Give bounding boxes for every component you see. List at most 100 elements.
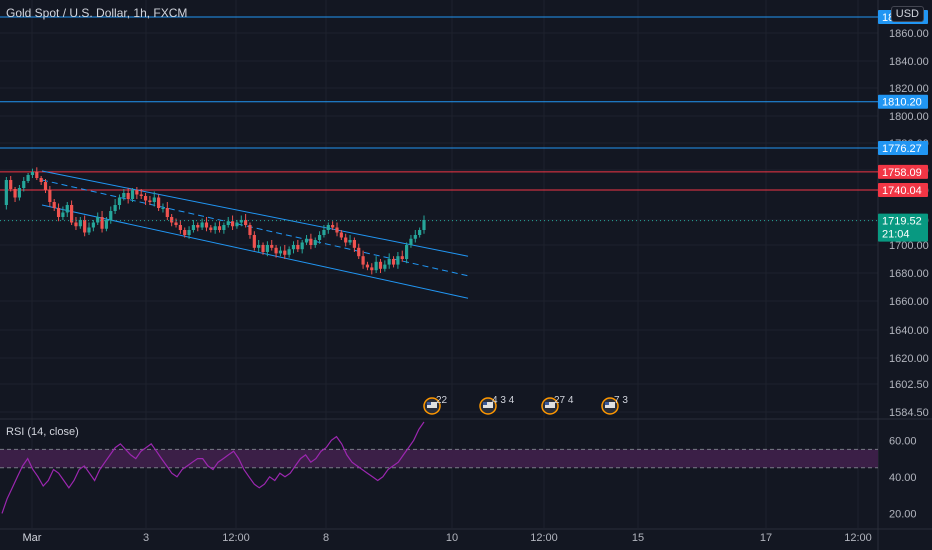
candle-body	[326, 225, 330, 230]
candle-body	[87, 227, 91, 233]
candle-body	[148, 200, 152, 202]
candle-body	[17, 188, 22, 198]
candle-body	[261, 245, 265, 252]
candle-body	[48, 190, 52, 202]
candle-body	[413, 235, 417, 239]
candle-body	[257, 245, 261, 248]
candle-body	[104, 220, 109, 229]
price-level-tag: 1740.04	[878, 182, 928, 197]
candle-body	[9, 180, 13, 189]
time-tick-label: 10	[446, 532, 458, 544]
candle-body	[117, 197, 122, 205]
last-price-label: 1719.52	[882, 216, 922, 228]
candle-body	[339, 232, 343, 238]
price-tick-label: 1840.00	[889, 56, 929, 68]
candle-body	[130, 190, 135, 199]
candle-body	[135, 190, 139, 195]
candle-body	[370, 267, 374, 271]
candle-body	[152, 197, 156, 202]
price-level-tag: 1810.20	[878, 94, 928, 109]
candle-body	[235, 222, 239, 227]
candle-body	[143, 196, 148, 201]
candle-body	[56, 208, 61, 217]
event-flag-canton	[483, 402, 487, 405]
candle-body	[209, 227, 213, 230]
channel-lower	[41, 204, 469, 299]
candle-body	[204, 222, 209, 228]
candle-body	[378, 261, 383, 269]
candle-body	[422, 220, 426, 230]
candle-body	[313, 240, 317, 245]
candle-body	[61, 212, 65, 217]
price-tick-label: 1660.00	[889, 296, 929, 308]
candle-body	[126, 193, 130, 199]
time-tick-label: 12:00	[222, 532, 250, 544]
candle-body	[39, 178, 43, 182]
candle-body	[222, 225, 226, 230]
event-badge-label: 4 3 4	[492, 395, 515, 406]
candle-body	[391, 259, 396, 265]
candle-body	[387, 259, 391, 265]
price-level-tag: 1776.27	[878, 141, 928, 156]
countdown-label: 21:04	[882, 229, 910, 241]
candle-body	[165, 208, 169, 217]
candle-body	[217, 226, 222, 230]
candle-body	[274, 247, 278, 254]
time-tick-label: 17	[760, 532, 772, 544]
event-flag-canton	[427, 402, 431, 405]
candle-body	[309, 238, 313, 245]
candle-body	[187, 230, 191, 235]
rsi-tick-label: 20.00	[889, 508, 917, 520]
price-level-tag-bg	[878, 182, 928, 197]
candle-body	[344, 237, 348, 243]
price-level-tag-bg	[878, 141, 928, 156]
price-level-tag-bg	[878, 164, 928, 179]
candle-body	[113, 205, 117, 211]
candle-body	[348, 240, 352, 243]
price-tick-label: 1640.00	[889, 325, 929, 337]
time-tick-label: 8	[323, 532, 329, 544]
candle-body	[383, 264, 387, 269]
grid	[0, 0, 878, 528]
candle-body	[331, 225, 335, 228]
candle-body	[291, 245, 296, 250]
event-badge-label: 27 4	[554, 395, 574, 406]
event-flag-shape	[483, 402, 493, 408]
candle-body	[296, 245, 300, 250]
candle-body	[91, 222, 95, 228]
candle-body	[109, 211, 113, 220]
price-level-tag-label: 1758.09	[882, 167, 922, 179]
price-level-tag-label: 1740.04	[882, 185, 922, 197]
time-tick-label: 12:00	[844, 532, 872, 544]
time-tick-label: 15	[632, 532, 644, 544]
candle-body	[74, 222, 78, 227]
event-flag-canton	[605, 402, 609, 405]
price-tick-label: 1860.00	[889, 28, 929, 40]
candle-body	[52, 202, 56, 208]
candle-body	[418, 230, 422, 235]
candle-body	[43, 182, 48, 190]
candle-body	[157, 197, 161, 208]
candle-body	[278, 250, 283, 254]
candle-body	[374, 261, 378, 271]
rsi-title: RSI (14, close)	[6, 426, 79, 438]
price-tick-label: 1620.00	[889, 353, 929, 365]
candle-body	[83, 220, 87, 233]
rsi-tick-label: 40.00	[889, 472, 917, 484]
candle-body	[4, 180, 8, 205]
candle-body	[161, 208, 165, 209]
candle-body	[22, 181, 26, 188]
price-tick-label: 1800.00	[889, 111, 929, 123]
candle-body	[174, 222, 178, 225]
candle-body	[183, 230, 187, 235]
currency-selector[interactable]: USD	[890, 6, 924, 22]
event-flag-shape	[427, 402, 437, 408]
time-axis: Mar 3 12:00 8 10 12:00 15 17 12:00	[23, 532, 872, 544]
candle-body	[30, 172, 35, 175]
candle-body	[322, 230, 326, 235]
rsi-line	[1, 421, 425, 514]
candle-body	[13, 189, 17, 198]
candle-body	[226, 221, 230, 225]
